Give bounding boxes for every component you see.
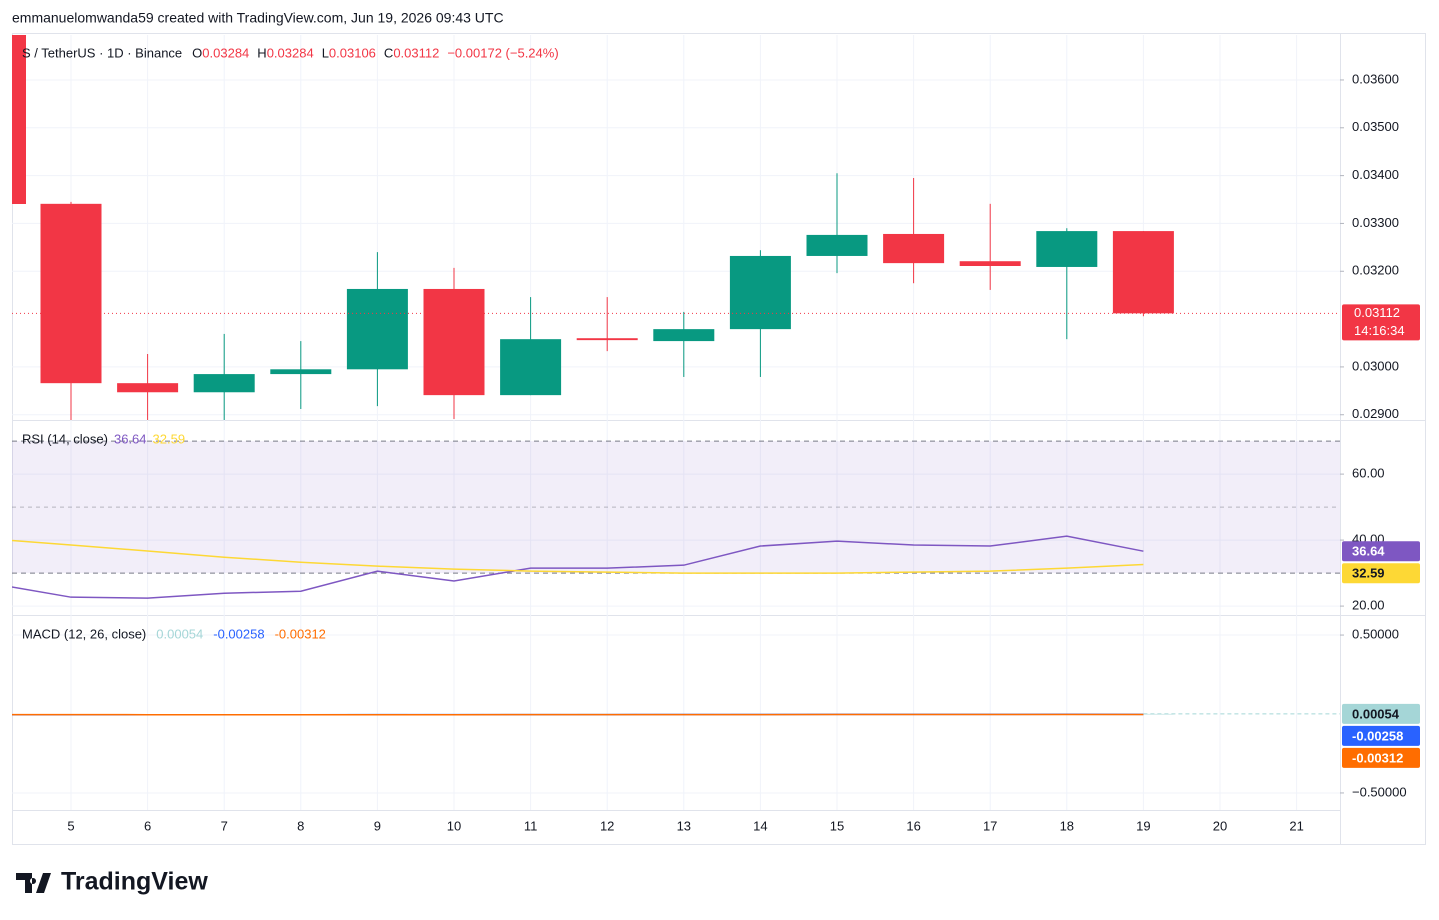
symbol-title: S / TetherUS · 1D · Binance bbox=[22, 45, 182, 60]
rsi-badge-bg bbox=[1342, 541, 1420, 562]
logo: TradingView bbox=[16, 868, 208, 896]
candle-body bbox=[1036, 231, 1098, 267]
ohlc-label: L bbox=[322, 45, 329, 60]
x-tick-label: 18 bbox=[1060, 818, 1074, 833]
macd-value: -0.00312 bbox=[275, 626, 326, 641]
header: emmanuelomwanda59 created with TradingVi… bbox=[12, 10, 504, 26]
x-tick-label: 6 bbox=[144, 818, 151, 833]
macd-title: MACD (12, 26, close) bbox=[22, 626, 146, 641]
x-tick-label: 8 bbox=[297, 818, 304, 833]
x-tick-label: 20 bbox=[1213, 818, 1227, 833]
macd-value: -0.00258 bbox=[213, 626, 264, 641]
x-tick-label: 9 bbox=[374, 818, 381, 833]
symbol-marker bbox=[12, 35, 26, 204]
pane bbox=[12, 35, 1340, 420]
macd-badge-bg bbox=[1342, 725, 1420, 746]
last-price-badge bbox=[1342, 304, 1420, 341]
x-tick-label: 12 bbox=[600, 818, 614, 833]
y-tick-label: 60.00 bbox=[1352, 466, 1385, 481]
candle-body bbox=[270, 369, 332, 375]
countdown: 14:16:34 bbox=[1354, 323, 1405, 338]
macd-badge: -0.00258 bbox=[1352, 728, 1403, 743]
candle-body bbox=[729, 255, 791, 330]
y-tick-label: 0.50000 bbox=[1352, 626, 1399, 641]
candle-body bbox=[346, 288, 408, 370]
x-tick-label: 10 bbox=[447, 818, 461, 833]
x-tick-label: 13 bbox=[677, 818, 691, 833]
ohlc-label: C bbox=[384, 45, 393, 60]
candle-body bbox=[959, 261, 1021, 266]
y-tick-label: 0.03400 bbox=[1352, 167, 1399, 182]
last-price-label: 0.03112 bbox=[1354, 305, 1400, 320]
ohlc-value: 0.03106 bbox=[329, 45, 376, 60]
x-tick-label: 21 bbox=[1289, 818, 1303, 833]
rsi-badge-bg bbox=[1342, 563, 1420, 584]
logo-icon bbox=[16, 873, 51, 893]
ohlc-label: H bbox=[257, 45, 266, 60]
macd-value: 0.00054 bbox=[156, 626, 203, 641]
rsi-title: RSI (14, close) bbox=[22, 431, 108, 446]
x-tick-label: 5 bbox=[67, 818, 74, 833]
candle-body bbox=[883, 233, 945, 264]
macd-badge-bg bbox=[1342, 703, 1420, 724]
candle-body bbox=[117, 383, 179, 393]
rsi-badge: 32.59 bbox=[1352, 566, 1385, 581]
candle-body bbox=[806, 234, 868, 256]
series-line bbox=[12, 539, 1144, 574]
x-tick-label: 7 bbox=[221, 818, 228, 833]
ohlc-label: O bbox=[192, 45, 202, 60]
y-tick-label: 20.00 bbox=[1352, 598, 1385, 613]
candle-body bbox=[1112, 231, 1174, 314]
pane bbox=[12, 420, 1340, 615]
x-tick-label: 11 bbox=[524, 818, 538, 833]
ohlc-value: 0.03284 bbox=[267, 45, 314, 60]
y-tick-label: 0.03600 bbox=[1352, 71, 1399, 86]
x-tick-label: 14 bbox=[753, 818, 767, 833]
ohlc-value: 0.03284 bbox=[202, 45, 249, 60]
pane bbox=[12, 615, 1340, 810]
x-tick-label: 16 bbox=[906, 818, 920, 833]
y-tick-label: 0.03300 bbox=[1352, 215, 1399, 230]
x-tick-label: 19 bbox=[1136, 818, 1150, 833]
candle-body bbox=[500, 339, 562, 396]
brand: TradingView bbox=[61, 868, 208, 896]
rsi-value: 36.64 bbox=[114, 431, 147, 446]
x-tick-label: 17 bbox=[983, 818, 997, 833]
series-line bbox=[12, 535, 1144, 599]
rsi-badge: 36.64 bbox=[1352, 544, 1385, 559]
candle-body bbox=[576, 338, 638, 341]
ohlc-value: 0.03112 bbox=[393, 45, 439, 60]
frame bbox=[12, 33, 1426, 845]
candle-body bbox=[423, 288, 485, 396]
macd-badge: -0.00312 bbox=[1352, 750, 1403, 765]
change: −0.00172 (−5.24%) bbox=[447, 45, 558, 60]
macd-badge-bg bbox=[1342, 747, 1420, 768]
y-tick-label: 0.03200 bbox=[1352, 263, 1399, 278]
macd-badge: 0.00054 bbox=[1352, 706, 1400, 721]
candle-body bbox=[40, 203, 102, 384]
x-tick-label: 15 bbox=[830, 818, 844, 833]
rsi-value: 32.59 bbox=[153, 431, 186, 446]
y-tick-label: 0.03500 bbox=[1352, 119, 1399, 134]
y-tick-label: 0.03000 bbox=[1352, 358, 1399, 373]
candle-body bbox=[653, 329, 715, 342]
y-tick-label: −0.50000 bbox=[1352, 784, 1407, 799]
candle-body bbox=[193, 374, 255, 393]
y-tick-label: 0.02900 bbox=[1352, 406, 1399, 421]
